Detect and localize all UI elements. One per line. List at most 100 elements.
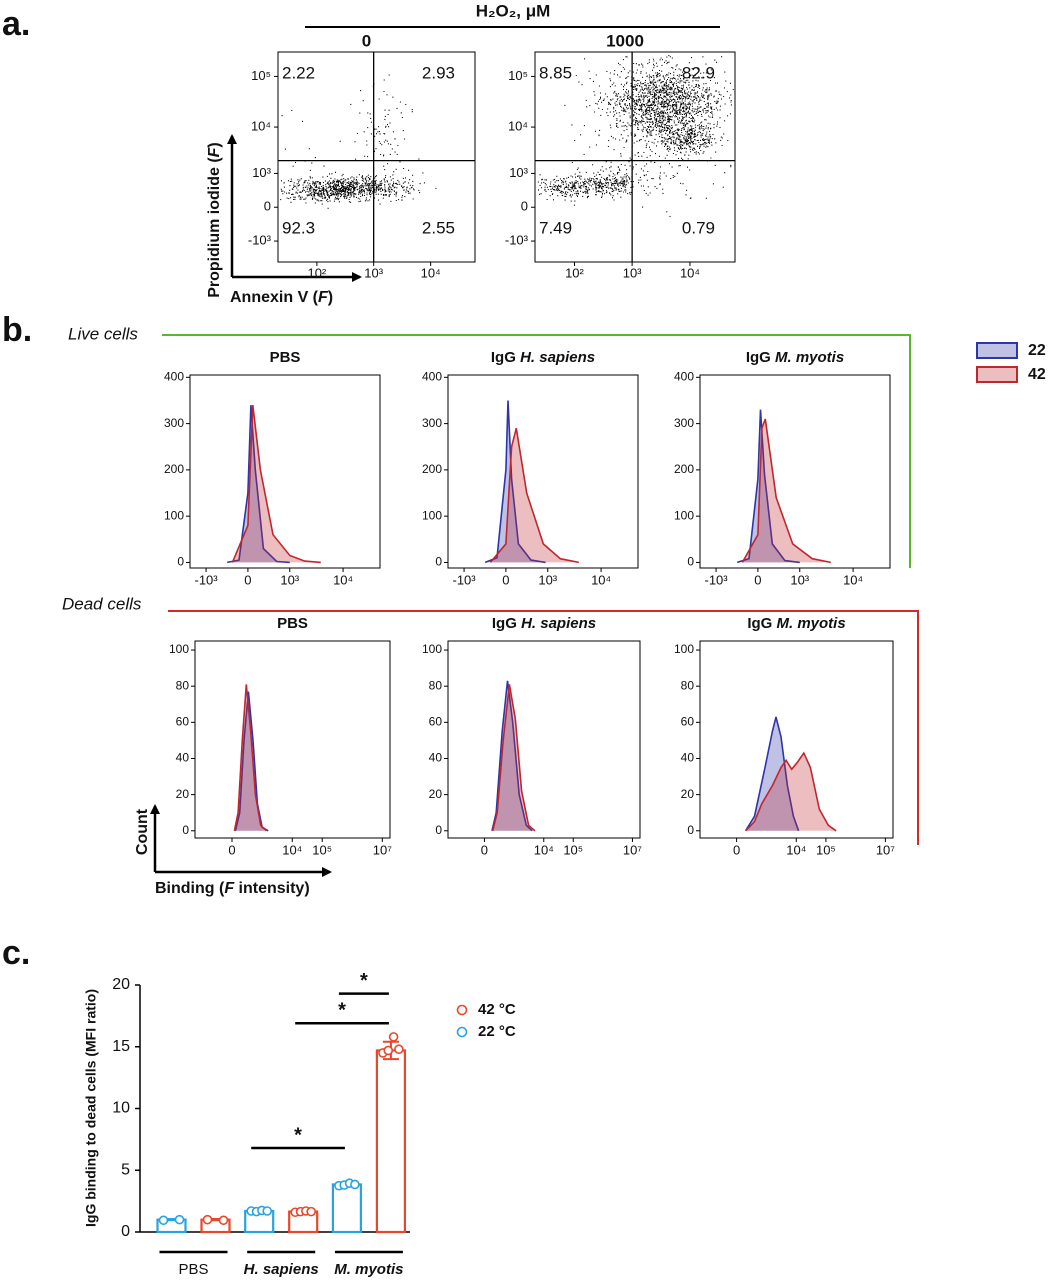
text-run: M. myotis — [776, 615, 845, 632]
text-run: PBS — [270, 349, 301, 366]
legend-swatch — [976, 366, 1018, 383]
plot-frame — [277, 51, 476, 263]
y-tick-label: 100 — [674, 508, 694, 522]
x-tick-label: 10⁷ — [876, 842, 895, 857]
y-tick-label: 10⁵ — [251, 68, 271, 83]
data-point — [262, 1206, 273, 1216]
y-tick-label: 100 — [422, 642, 442, 656]
legend-label: 42 °C — [1028, 366, 1050, 383]
x-tick-label: 10³ — [790, 572, 809, 587]
histogram-curve — [491, 680, 533, 832]
x-tick-label: 10⁵ — [312, 842, 332, 857]
panel-label: a. — [2, 5, 30, 43]
text-run: IgG — [746, 349, 775, 366]
y-tick-label: 80 — [681, 678, 695, 692]
legend-swatch — [976, 342, 1018, 359]
legend-marker — [456, 1004, 468, 1016]
significance-label: * — [294, 1124, 302, 1146]
plot-frame — [534, 51, 736, 263]
x-tick-label: M. myotis — [334, 1261, 403, 1278]
x-tick-label: 10⁴ — [282, 842, 302, 857]
event-dots — [537, 54, 734, 218]
axis-label: Binding (F intensity) — [155, 880, 310, 897]
text-run: F — [206, 146, 223, 157]
axis-label: Count — [134, 808, 151, 855]
y-tick-label: 100 — [674, 642, 694, 656]
data-point — [383, 1045, 394, 1056]
y-tick-label: 60 — [429, 715, 443, 729]
data-point — [306, 1206, 317, 1217]
plot-title: IgG M. myotis — [746, 349, 844, 366]
text-run: ) — [206, 142, 223, 147]
x-tick-label: 0 — [502, 572, 509, 587]
data-point — [202, 1214, 213, 1225]
quadrant-percent: 2.22 — [282, 63, 315, 82]
axis-label: Propidium iodide (F) — [206, 142, 223, 298]
text-run: M. myotis — [775, 349, 844, 366]
x-tick-label: 10⁴ — [333, 572, 353, 587]
plot-title: PBS — [270, 349, 301, 366]
histogram-curve — [227, 405, 290, 564]
plot-title: 0 — [362, 31, 371, 50]
plot-frame — [189, 374, 381, 569]
plot-frame — [447, 640, 641, 839]
y-tick-label: 10⁴ — [508, 119, 528, 134]
x-tick-label: 10³ — [623, 265, 642, 280]
histogram-curve — [491, 684, 536, 832]
x-tick-label: 0 — [481, 842, 488, 857]
x-tick-label: 10³ — [538, 572, 557, 587]
x-tick-label: -10³ — [705, 572, 729, 587]
y-tick-label: 60 — [681, 715, 695, 729]
y-tick-label: 100 — [422, 508, 442, 522]
quadrant-percent: 8.85 — [539, 63, 572, 82]
text-run: F — [318, 289, 329, 306]
histogram-curve — [741, 418, 831, 564]
y-tick-label: 20 — [176, 787, 190, 801]
x-tick-label: 10⁴ — [591, 572, 611, 587]
data-point — [158, 1215, 169, 1226]
x-tick-label: 0 — [733, 842, 740, 857]
y-tick-label: -10³ — [248, 233, 272, 248]
x-tick-label: 10⁴ — [534, 842, 554, 857]
text-run: IgG — [491, 349, 520, 366]
x-tick-label: 10⁴ — [421, 265, 441, 280]
text-run: ) — [328, 289, 333, 306]
x-tick-label: 0 — [228, 842, 235, 857]
histogram-curve — [484, 400, 546, 564]
plot-frame — [447, 374, 639, 569]
y-tick-label: 0 — [687, 555, 694, 569]
y-tick-label: 0 — [121, 1223, 130, 1240]
plot-frame — [194, 640, 391, 839]
panel-label: b. — [2, 311, 32, 349]
y-tick-label: 10 — [112, 1100, 130, 1117]
data-point — [350, 1179, 360, 1190]
y-tick-label: 40 — [429, 751, 443, 765]
quadrant-percent: 92.3 — [282, 218, 315, 237]
data-point — [218, 1215, 229, 1226]
x-tick-label: 10⁵ — [816, 842, 836, 857]
y-tick-label: 20 — [681, 787, 695, 801]
group-label: Live cells — [68, 324, 138, 343]
y-tick-label: 100 — [164, 508, 184, 522]
data-point — [394, 1044, 404, 1055]
plot-title: 1000 — [606, 31, 644, 50]
x-tick-label: 10⁴ — [843, 572, 863, 587]
text-run: IgG — [747, 615, 776, 632]
x-tick-label: -10³ — [453, 572, 477, 587]
y-tick-label: 0 — [264, 199, 271, 214]
text-run: H. sapiens — [520, 349, 595, 366]
y-tick-label: 300 — [674, 416, 694, 430]
x-tick-label: 10⁷ — [623, 842, 642, 857]
y-tick-label: 100 — [169, 642, 189, 656]
y-tick-label: 200 — [164, 462, 184, 476]
y-tick-label: 15 — [112, 1038, 130, 1055]
text-run: Annexin V ( — [230, 289, 319, 306]
x-tick-label: 10⁴ — [786, 842, 806, 857]
histogram-curve — [231, 405, 321, 564]
plot-title: IgG M. myotis — [747, 615, 845, 632]
y-tick-label: 0 — [521, 199, 528, 214]
y-tick-label: 80 — [176, 678, 190, 692]
y-tick-label: 10⁵ — [508, 68, 528, 83]
